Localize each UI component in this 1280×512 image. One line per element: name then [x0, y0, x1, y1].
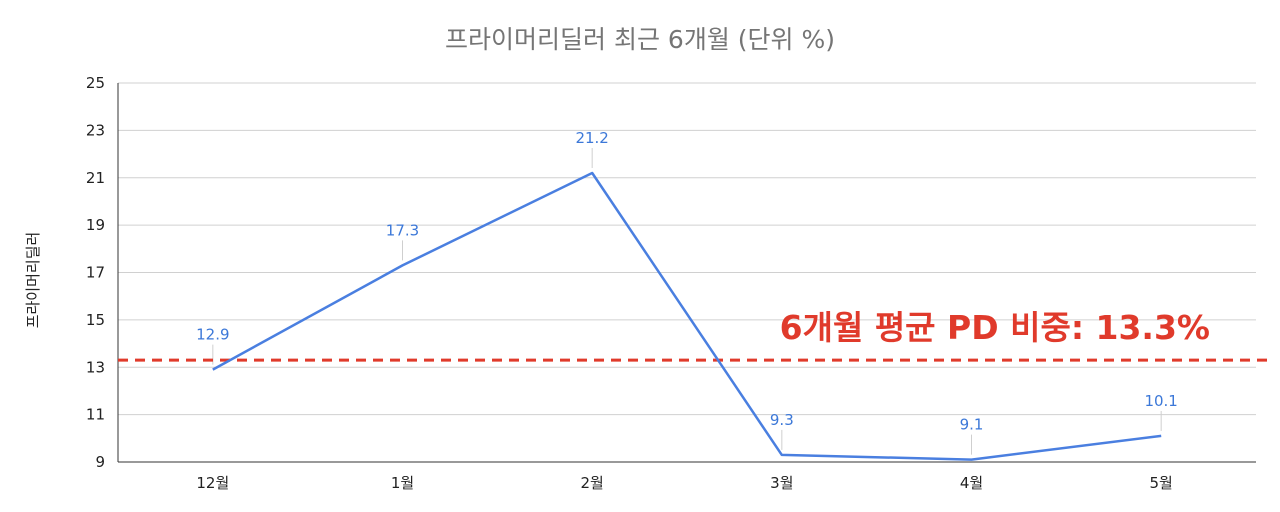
series-line [212, 171, 1162, 461]
x-tick-label: 12월 [196, 474, 229, 492]
x-tick-label: 1월 [391, 474, 414, 492]
data-label: 21.2 [575, 129, 608, 147]
y-tick-label: 15 [86, 311, 105, 329]
data-label: 12.9 [196, 326, 229, 344]
data-labels: 12.9 17.3 21.2 9.3 9.1 10.1 [196, 129, 1178, 434]
data-label: 9.1 [960, 416, 984, 434]
x-tick-label: 2월 [580, 474, 603, 492]
data-label: 10.1 [1144, 392, 1177, 410]
chart-title: 프라이머리딜러 최근 6개월 (단위 %) [445, 25, 835, 54]
y-tick-label: 13 [86, 358, 105, 376]
y-axis-ticks: 9 11 13 15 17 19 21 23 25 [86, 74, 105, 471]
data-label: 9.3 [770, 411, 794, 429]
y-tick-label: 9 [95, 453, 105, 471]
x-tick-label: 3월 [770, 474, 793, 492]
y-tick-label: 23 [86, 121, 105, 139]
data-label: 17.3 [386, 221, 419, 239]
x-tick-label: 5월 [1149, 474, 1172, 492]
y-axis-label: 프라이머리딜러 [24, 232, 42, 329]
y-tick-label: 17 [86, 264, 105, 282]
average-label: 6개월 평균 PD 비중: 13.3% [780, 308, 1210, 347]
y-tick-label: 19 [86, 216, 105, 234]
y-tick-label: 11 [86, 406, 105, 424]
x-axis-ticks: 12월 1월 2월 3월 4월 5월 [196, 474, 1172, 492]
grid-lines [118, 82, 1256, 463]
x-tick-label: 4월 [960, 474, 983, 492]
y-tick-label: 25 [86, 74, 105, 92]
data-label-leaders [212, 148, 1162, 455]
y-tick-label: 21 [86, 169, 105, 187]
